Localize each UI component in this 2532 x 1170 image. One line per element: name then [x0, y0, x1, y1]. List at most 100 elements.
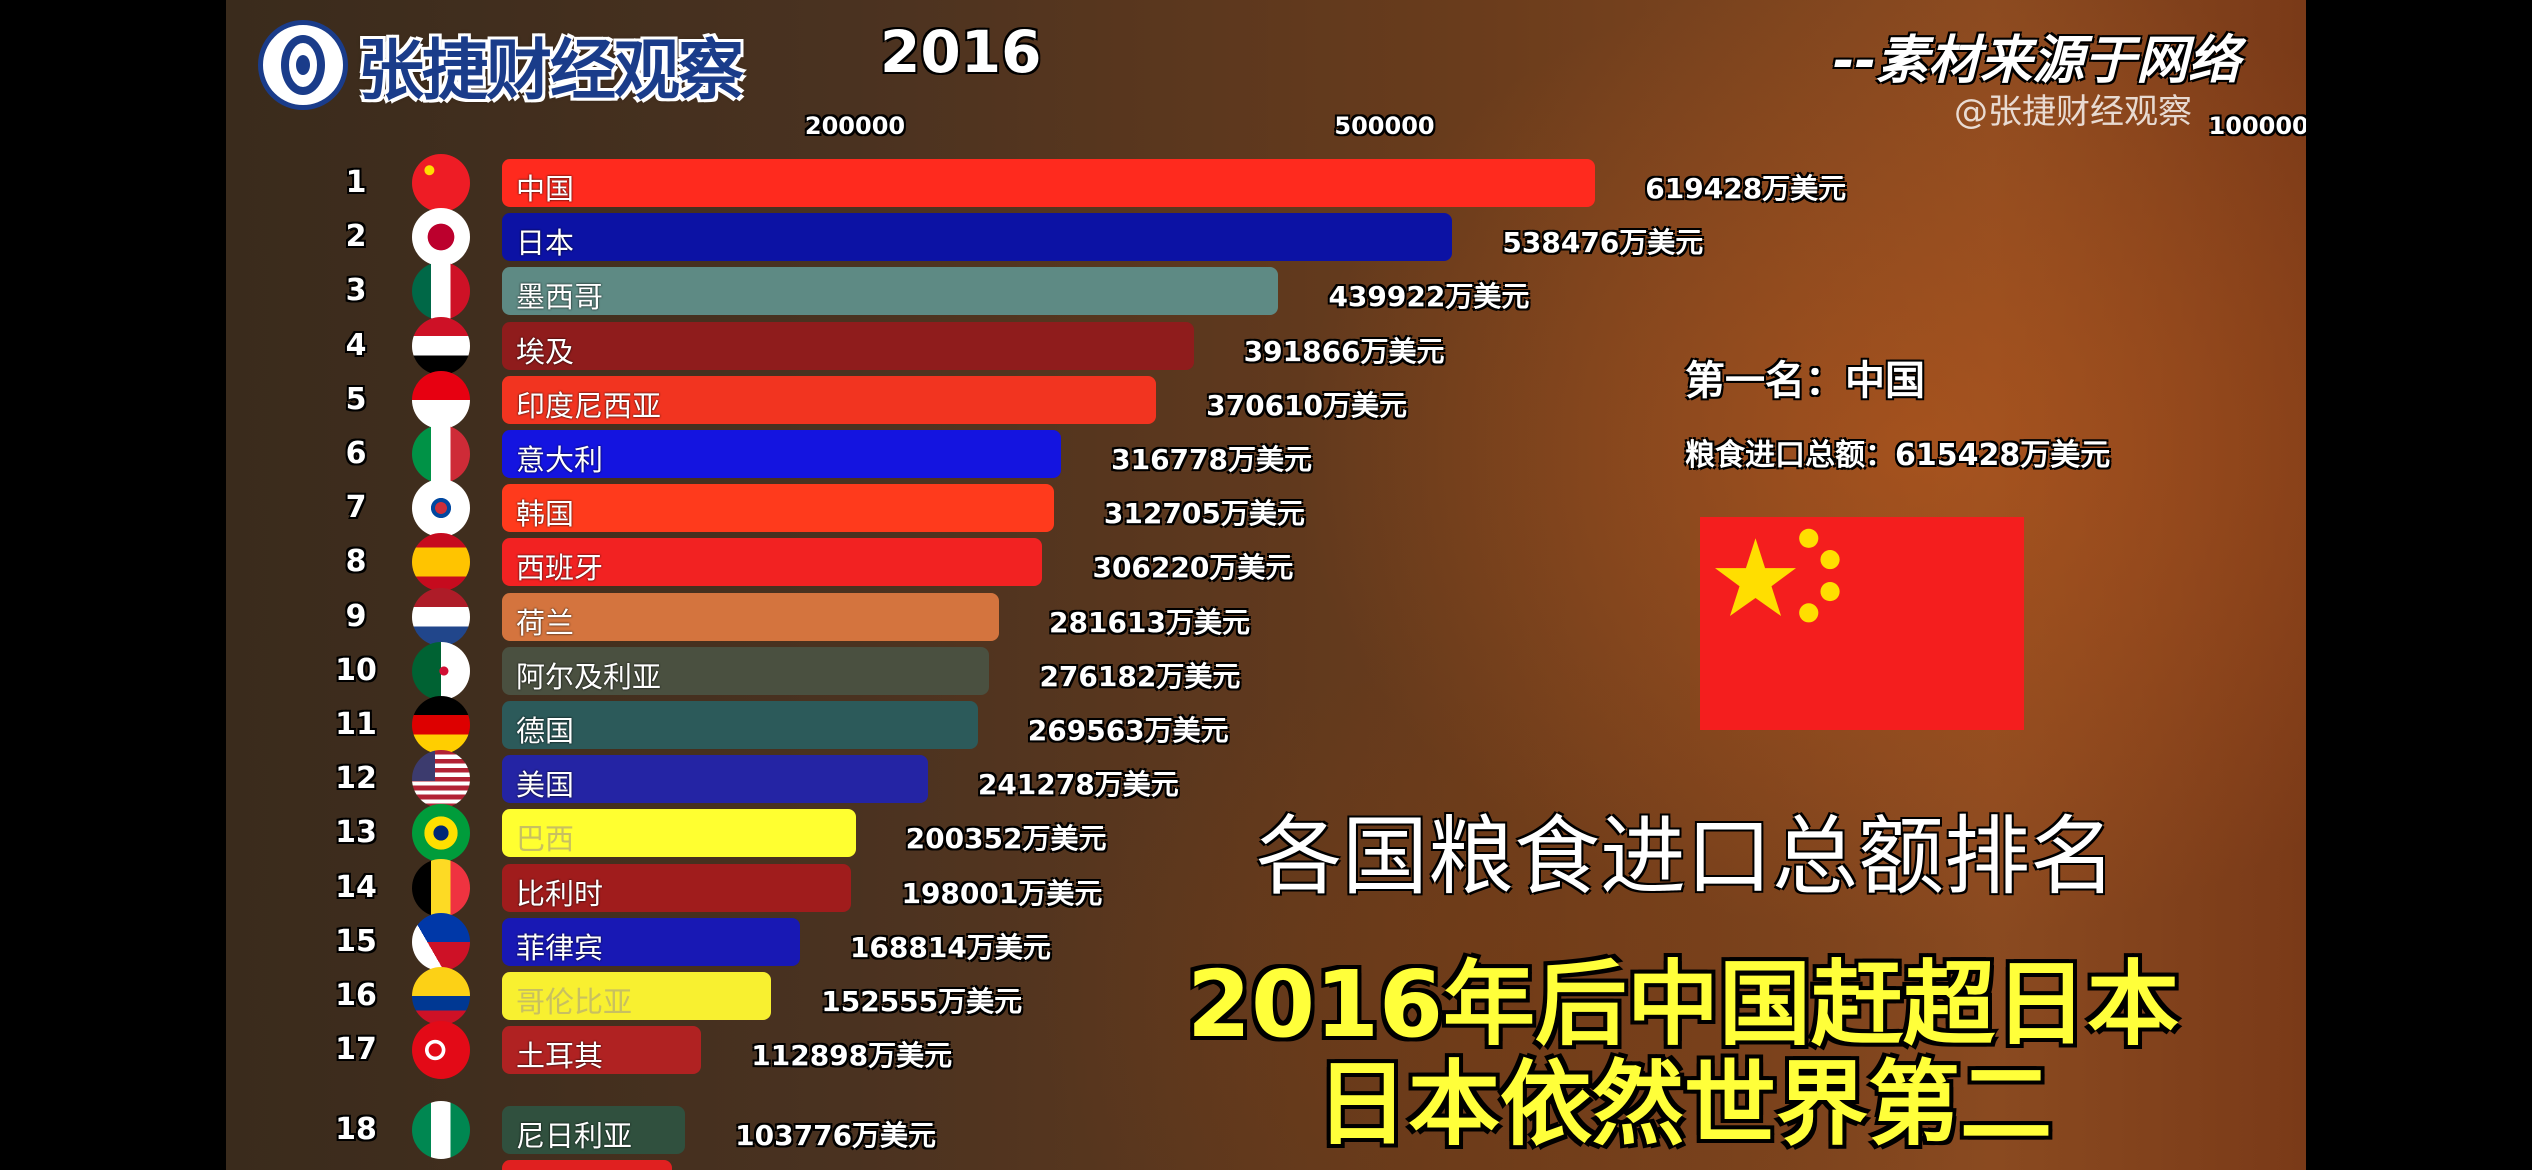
bar-row: 17 土耳其 112898万美元: [226, 1021, 2306, 1080]
partial-bar: [502, 1160, 672, 1170]
bar: 巴西: [502, 809, 856, 858]
rank-number: 5: [345, 381, 367, 417]
bar-row: 15 菲律宾 168814万美元: [226, 912, 2306, 971]
value-label: 370610万美元: [1206, 388, 1408, 422]
value-label: 316778万美元: [1111, 443, 1313, 476]
bar: 意大利: [502, 430, 1062, 478]
bar-row: 4 埃及 391866万美元: [226, 316, 2306, 375]
rank-number: 15: [335, 923, 377, 959]
country-label: 尼日利亚: [516, 1119, 633, 1153]
bar-row: 10 阿尔及利亚 276182万美元: [226, 641, 2306, 700]
rank-number: 17: [335, 1032, 377, 1068]
bar-row: 9 荷兰 281613万美元: [226, 587, 2306, 646]
value-label: 439922万美元: [1328, 280, 1530, 314]
egypt-flag-icon: [412, 316, 470, 375]
value-label: 103776万美元: [735, 1119, 937, 1152]
country-label: 印度尼西亚: [516, 388, 662, 423]
bar-row: 14 比利时 198001万美元: [226, 858, 2306, 917]
bar-row: 3 墨西哥 439922万美元: [226, 262, 2306, 321]
leader-label: 第一名：中国: [1685, 358, 1925, 404]
italy-flag-icon: [412, 425, 470, 483]
china-flag-icon: [412, 154, 470, 212]
bar-row: 16 哥伦比亚 152555万美元: [226, 967, 2306, 1025]
rank-number: 2: [345, 219, 367, 255]
x-tick-label: 500000: [1334, 112, 1435, 140]
country-label: 德国: [516, 714, 575, 748]
value-label: 281613万美元: [1049, 605, 1250, 639]
country-label: 韩国: [516, 497, 575, 532]
bar: 西班牙: [502, 538, 1043, 587]
bar: 印度尼西亚: [502, 375, 1157, 424]
country-label: 中国: [516, 172, 575, 206]
rank-number: 18: [335, 1112, 377, 1147]
year-label: 2016: [880, 18, 1042, 86]
country-label: 巴西: [516, 822, 575, 857]
value-label: 269563万美元: [1027, 714, 1229, 747]
rank-number: 14: [335, 869, 377, 905]
bar: 土耳其: [502, 1026, 702, 1075]
value-label: 391866万美元: [1243, 334, 1445, 368]
rank-number: 7: [345, 490, 367, 526]
bar: 德国: [502, 701, 978, 749]
bar: 哥伦比亚: [502, 972, 772, 1020]
bar-row: 18 尼日利亚 103776万美元: [226, 1101, 2306, 1159]
algeria-flag-icon: [412, 641, 470, 700]
country-label: 荷兰: [516, 605, 575, 640]
spain-flag-icon: [412, 533, 470, 592]
mexico-flag-icon: [412, 262, 470, 321]
netherlands-flag-icon: [412, 587, 470, 646]
country-label: 意大利: [516, 443, 604, 477]
country-label: 埃及: [516, 334, 575, 369]
value-label: 619428万美元: [1645, 172, 1847, 205]
rank-number: 13: [335, 815, 377, 851]
rank-number: 10: [335, 652, 377, 688]
nigeria-flag-icon: [412, 1101, 470, 1159]
bar: 比利时: [502, 863, 852, 912]
value-label: 538476万美元: [1502, 226, 1704, 260]
value-label: 276182万美元: [1039, 659, 1241, 693]
bar: 美国: [502, 755, 928, 804]
rank-number: 8: [345, 544, 367, 580]
bar-row: 2 日本 538476万美元: [226, 208, 2306, 267]
korea-flag-icon: [412, 479, 470, 538]
country-label: 美国: [516, 768, 575, 803]
bar-row: 11 德国 269563万美元: [226, 696, 2306, 754]
germany-flag-icon: [412, 696, 470, 754]
country-label: 土耳其: [516, 1039, 604, 1074]
logo-text: 张捷财经观察: [358, 32, 744, 109]
bar: 墨西哥: [502, 267, 1279, 316]
bar: 埃及: [502, 321, 1194, 370]
x-tick-label: 1000000: [2208, 112, 2306, 140]
country-label: 哥伦比亚: [516, 985, 633, 1019]
belgium-flag-icon: [412, 858, 470, 917]
value-label: 152555万美元: [821, 985, 1023, 1018]
bar: 韩国: [502, 484, 1054, 533]
bar: 菲律宾: [502, 917, 800, 966]
rank-number: 4: [345, 327, 367, 363]
channel-logo: 张捷财经观察: [258, 16, 744, 114]
value-label: 312705万美元: [1103, 497, 1305, 531]
rank-number: 16: [335, 978, 377, 1013]
philippines-flag-icon: [412, 912, 470, 971]
rank-number: 11: [335, 707, 377, 742]
value-label: 112898万美元: [751, 1039, 953, 1073]
bar: 日本: [502, 213, 1453, 262]
caption-line-1: 2016年后中国赶超日本: [1187, 951, 2180, 1058]
country-label: 阿尔及利亚: [516, 659, 662, 694]
country-label: 日本: [516, 226, 575, 261]
value-label: 241278万美元: [977, 768, 1179, 802]
leader-total: 粮食进口总额：615428万美元: [1685, 438, 2111, 473]
chart-title: 各国粮食进口总额排名: [1256, 807, 2116, 907]
bar-row: 1 中国 619428万美元: [226, 154, 2306, 212]
value-label: 306220万美元: [1092, 551, 1294, 585]
country-label: 菲律宾: [516, 930, 604, 965]
bar-row: 6 意大利 316778万美元: [226, 425, 2306, 483]
rank-number: 1: [345, 165, 367, 200]
brazil-flag-icon: [412, 804, 470, 863]
japan-flag-icon: [412, 208, 470, 267]
logo-icon: [258, 20, 348, 110]
country-label: 墨西哥: [516, 280, 604, 315]
bar-chart-race: 张捷财经观察 2016 --素材来源于网络 @张捷财经观察 200000 5000…: [226, 0, 2306, 1170]
turkey-flag-icon: [412, 1021, 470, 1080]
colombia-flag-icon: [412, 967, 470, 1025]
